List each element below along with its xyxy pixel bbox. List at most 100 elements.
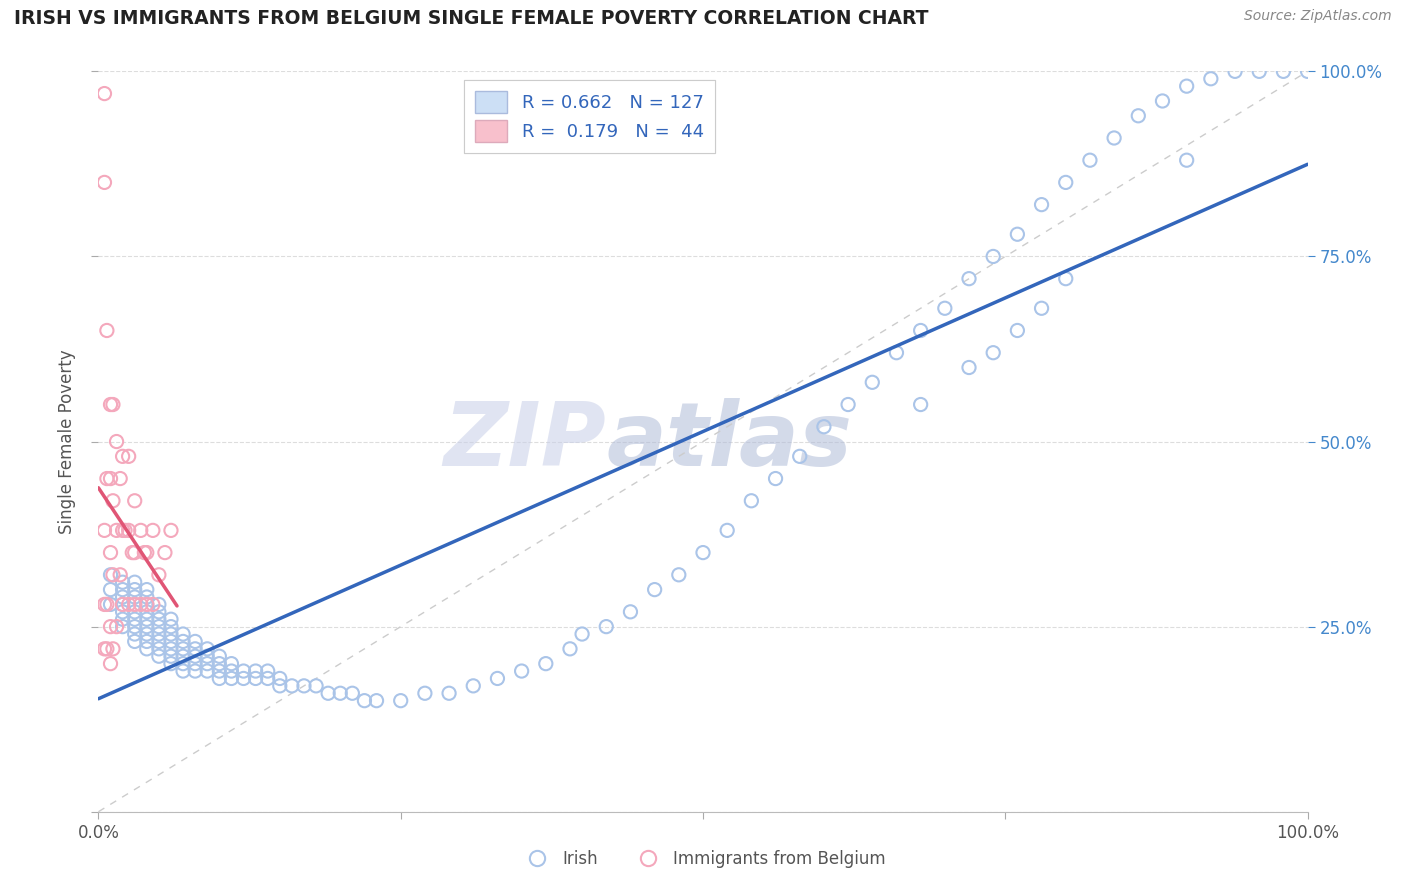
Point xyxy=(221,657,243,671)
Point xyxy=(124,598,146,612)
Point xyxy=(111,582,134,597)
Point xyxy=(100,619,122,633)
Point xyxy=(160,641,183,656)
Point xyxy=(305,679,328,693)
Point xyxy=(1031,197,1053,211)
Point xyxy=(100,657,122,671)
Point xyxy=(366,694,388,708)
Point xyxy=(269,672,291,686)
Point xyxy=(93,641,115,656)
Point xyxy=(981,345,1004,359)
Point xyxy=(1102,131,1125,145)
Point xyxy=(571,627,593,641)
Point xyxy=(765,471,787,485)
Point xyxy=(195,664,218,678)
Point xyxy=(184,657,207,671)
Point xyxy=(558,641,581,656)
Legend: Irish, Immigrants from Belgium: Irish, Immigrants from Belgium xyxy=(513,844,893,875)
Point xyxy=(160,619,183,633)
Point xyxy=(534,657,557,671)
Point xyxy=(124,493,146,508)
Point xyxy=(172,657,194,671)
Point xyxy=(232,664,254,678)
Point xyxy=(245,664,267,678)
Point xyxy=(195,649,218,664)
Point xyxy=(111,605,134,619)
Point xyxy=(644,582,666,597)
Point xyxy=(1054,271,1077,285)
Point xyxy=(292,679,315,693)
Point xyxy=(172,641,194,656)
Point xyxy=(135,605,157,619)
Point xyxy=(105,524,128,538)
Point xyxy=(208,657,231,671)
Point xyxy=(256,672,278,686)
Point xyxy=(124,590,146,604)
Point xyxy=(111,575,134,590)
Point xyxy=(1199,71,1222,86)
Point xyxy=(934,301,956,316)
Point xyxy=(101,641,124,656)
Point xyxy=(142,598,165,612)
Point xyxy=(353,694,375,708)
Point xyxy=(1128,109,1150,123)
Point xyxy=(142,524,165,538)
Point xyxy=(232,672,254,686)
Point xyxy=(1054,175,1077,190)
Point xyxy=(486,672,509,686)
Point xyxy=(172,627,194,641)
Point xyxy=(135,627,157,641)
Point xyxy=(148,619,170,633)
Point xyxy=(96,641,118,656)
Point xyxy=(184,641,207,656)
Point xyxy=(124,546,146,560)
Point xyxy=(108,567,131,582)
Point xyxy=(124,627,146,641)
Point xyxy=(160,524,183,538)
Point xyxy=(96,471,118,485)
Point xyxy=(184,664,207,678)
Point xyxy=(463,679,485,693)
Point xyxy=(129,524,152,538)
Point xyxy=(184,634,207,648)
Point xyxy=(148,567,170,582)
Point xyxy=(93,175,115,190)
Point xyxy=(957,271,980,285)
Point xyxy=(101,567,124,582)
Point xyxy=(124,575,146,590)
Point xyxy=(118,598,141,612)
Point xyxy=(124,619,146,633)
Point xyxy=(813,419,835,434)
Point xyxy=(619,605,641,619)
Point xyxy=(111,450,134,464)
Point xyxy=(148,634,170,648)
Point xyxy=(716,524,738,538)
Point xyxy=(195,641,218,656)
Point xyxy=(1175,79,1198,94)
Point xyxy=(105,434,128,449)
Point xyxy=(160,612,183,626)
Point xyxy=(135,598,157,612)
Point xyxy=(148,627,170,641)
Point xyxy=(96,598,118,612)
Point xyxy=(256,664,278,678)
Point xyxy=(111,524,134,538)
Point xyxy=(124,598,146,612)
Point xyxy=(135,612,157,626)
Point xyxy=(172,649,194,664)
Point xyxy=(100,598,122,612)
Point xyxy=(111,619,134,633)
Point xyxy=(100,398,122,412)
Point xyxy=(135,598,157,612)
Point xyxy=(111,612,134,626)
Point xyxy=(1272,64,1295,78)
Point xyxy=(148,641,170,656)
Point xyxy=(221,672,243,686)
Point xyxy=(860,376,883,390)
Point xyxy=(1007,324,1029,338)
Point xyxy=(208,672,231,686)
Point xyxy=(160,649,183,664)
Point xyxy=(668,567,690,582)
Point xyxy=(108,471,131,485)
Point xyxy=(1223,64,1246,78)
